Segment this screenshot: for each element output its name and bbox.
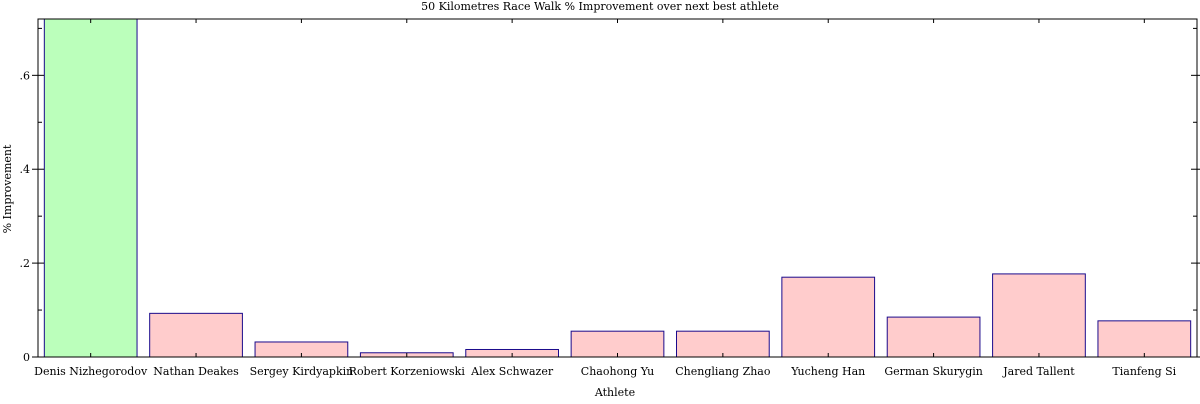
y-tick-label: .2 [20, 257, 31, 270]
x-tick-label: German Skurygin [884, 365, 983, 378]
x-tick-label: Alex Schwazer [470, 365, 554, 378]
x-tick-label: Denis Nizhegorodov [34, 365, 148, 378]
bar-7 [782, 277, 875, 357]
y-axis-label: % Improvement [1, 144, 14, 233]
x-tick-label: Chaohong Yu [581, 365, 654, 378]
bars-layer [44, 19, 1190, 357]
y-tick-label: .4 [20, 163, 31, 176]
x-tick-label: Jared Tallent [1002, 365, 1075, 378]
x-tick-label: Sergey Kirdyapkin [250, 365, 354, 378]
x-tick-label: Robert Korzeniowski [349, 365, 466, 378]
bar-1 [150, 313, 243, 357]
x-tick-label: Nathan Deakes [153, 365, 239, 378]
x-tick-label: Tianfeng Si [1112, 365, 1176, 378]
chart-title: 50 Kilometres Race Walk % Improvement ov… [421, 0, 779, 13]
x-axis-label: Athlete [594, 386, 635, 399]
y-tick-label: .6 [20, 69, 31, 82]
bar-10 [1098, 321, 1191, 357]
y-tick-label: 0 [23, 351, 30, 364]
bar-0 [44, 19, 137, 357]
x-tick-label: Yucheng Han [790, 365, 865, 378]
bar-8 [887, 317, 980, 357]
bar-9 [993, 274, 1086, 357]
x-tick-label: Chengliang Zhao [675, 365, 771, 378]
